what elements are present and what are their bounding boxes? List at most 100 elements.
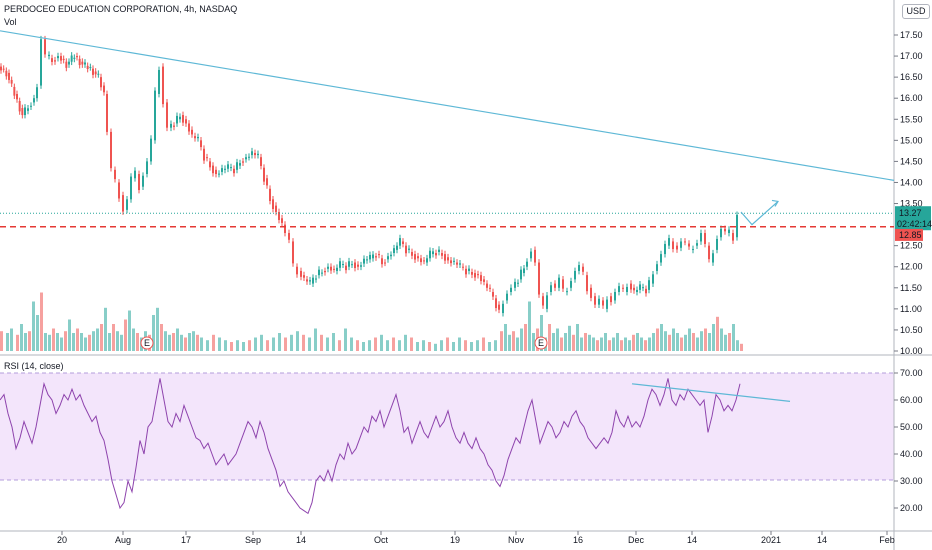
volume-bar bbox=[434, 343, 437, 351]
volume-bar bbox=[404, 334, 407, 351]
candle-body bbox=[272, 199, 274, 210]
price-tick-label: 12.00 bbox=[900, 262, 923, 272]
volume-bar bbox=[350, 337, 353, 351]
candle-body bbox=[36, 87, 38, 99]
volume-bar bbox=[10, 328, 13, 351]
candle-body bbox=[278, 211, 280, 220]
candle-body bbox=[546, 295, 548, 309]
volume-bar bbox=[176, 328, 179, 351]
volume-bar bbox=[320, 334, 323, 351]
candle-body bbox=[142, 175, 144, 187]
volume-bar bbox=[482, 337, 485, 351]
candle-body bbox=[251, 151, 253, 156]
price-tick-label: 14.00 bbox=[900, 177, 923, 187]
candle-body bbox=[618, 286, 620, 293]
candle-body bbox=[622, 287, 624, 289]
volume-bar bbox=[504, 324, 507, 351]
rsi-band bbox=[0, 373, 894, 480]
volume-bar bbox=[40, 292, 43, 351]
candle-body bbox=[480, 275, 482, 282]
volume-bar bbox=[156, 307, 159, 351]
candle-body bbox=[432, 251, 434, 255]
candle-body bbox=[489, 287, 491, 289]
volume-bar bbox=[600, 337, 603, 351]
candle-body bbox=[732, 233, 734, 241]
candle-body bbox=[330, 266, 332, 271]
candle-body bbox=[645, 288, 647, 294]
candle-body bbox=[417, 256, 419, 259]
price-tick-label: 16.50 bbox=[900, 72, 923, 82]
volume-bar bbox=[440, 340, 443, 351]
candle-body bbox=[309, 280, 311, 282]
candle-body bbox=[495, 298, 497, 309]
candle-body bbox=[381, 258, 383, 265]
volume-bar bbox=[84, 337, 87, 351]
chart-title: PERDOCEO EDUCATION CORPORATION, 4h, NASD… bbox=[4, 4, 238, 14]
volume-bar bbox=[712, 324, 715, 351]
rsi-tick-label: 40.00 bbox=[900, 449, 923, 459]
candle-body bbox=[550, 285, 552, 293]
candle-body bbox=[312, 277, 314, 284]
volume-bar bbox=[184, 337, 187, 351]
candle-body bbox=[248, 156, 250, 158]
price-tick-label: 10.50 bbox=[900, 325, 923, 335]
candle-body bbox=[468, 268, 470, 271]
candle-body bbox=[275, 205, 277, 212]
candle-body bbox=[636, 289, 638, 293]
volume-bar bbox=[72, 333, 75, 351]
volume-bar bbox=[668, 334, 671, 351]
candle-body bbox=[450, 260, 452, 264]
candle-body bbox=[594, 296, 596, 305]
volume-bar bbox=[720, 328, 723, 351]
candle-body bbox=[162, 66, 164, 105]
candle-body bbox=[716, 238, 718, 250]
candle-body bbox=[266, 178, 268, 186]
candle-body bbox=[76, 56, 78, 58]
volume-bar bbox=[332, 333, 335, 351]
candle-body bbox=[300, 270, 302, 277]
volume-bar bbox=[362, 342, 365, 351]
volume-bar bbox=[608, 340, 611, 351]
candle-body bbox=[378, 254, 380, 256]
candle-body bbox=[236, 162, 238, 170]
volume-bar bbox=[494, 340, 497, 351]
candle-body bbox=[336, 267, 338, 271]
candle-body bbox=[506, 293, 508, 301]
candle-body bbox=[633, 287, 635, 291]
candle-body bbox=[414, 254, 416, 260]
candle-body bbox=[206, 157, 208, 159]
candle-body bbox=[146, 161, 148, 175]
candle-body bbox=[483, 279, 485, 282]
candle-body bbox=[230, 167, 232, 169]
volume-bar bbox=[556, 328, 559, 351]
earnings-marker bbox=[534, 336, 548, 350]
rsi-tick-label: 20.00 bbox=[900, 503, 923, 513]
volume-bar bbox=[648, 337, 651, 351]
candle-body bbox=[471, 272, 473, 275]
volume-bar bbox=[470, 342, 473, 351]
candle-body bbox=[221, 168, 223, 172]
volume-bar bbox=[212, 334, 215, 351]
price-tick-label: 17.50 bbox=[900, 30, 923, 40]
volume-bar bbox=[604, 333, 607, 351]
earnings-label: E bbox=[538, 338, 544, 348]
candle-body bbox=[648, 280, 650, 290]
volume-bar bbox=[672, 328, 675, 351]
candle-body bbox=[150, 138, 152, 162]
volume-bar bbox=[60, 337, 63, 351]
volume-bar bbox=[410, 337, 413, 351]
candle-body bbox=[438, 249, 440, 252]
volume-bar bbox=[344, 328, 347, 351]
candle-body bbox=[60, 56, 62, 61]
arrow-head bbox=[771, 199, 779, 207]
currency-button[interactable]: USD bbox=[902, 4, 930, 19]
candle-body bbox=[402, 241, 404, 244]
time-tick-label: 2021 bbox=[761, 535, 781, 545]
candle-body bbox=[40, 39, 42, 86]
volume-bar bbox=[48, 334, 51, 351]
price-tick-label: 15.50 bbox=[900, 114, 923, 124]
volume-bar bbox=[500, 331, 503, 351]
candle-body bbox=[2, 68, 5, 70]
candle-body bbox=[260, 157, 262, 167]
